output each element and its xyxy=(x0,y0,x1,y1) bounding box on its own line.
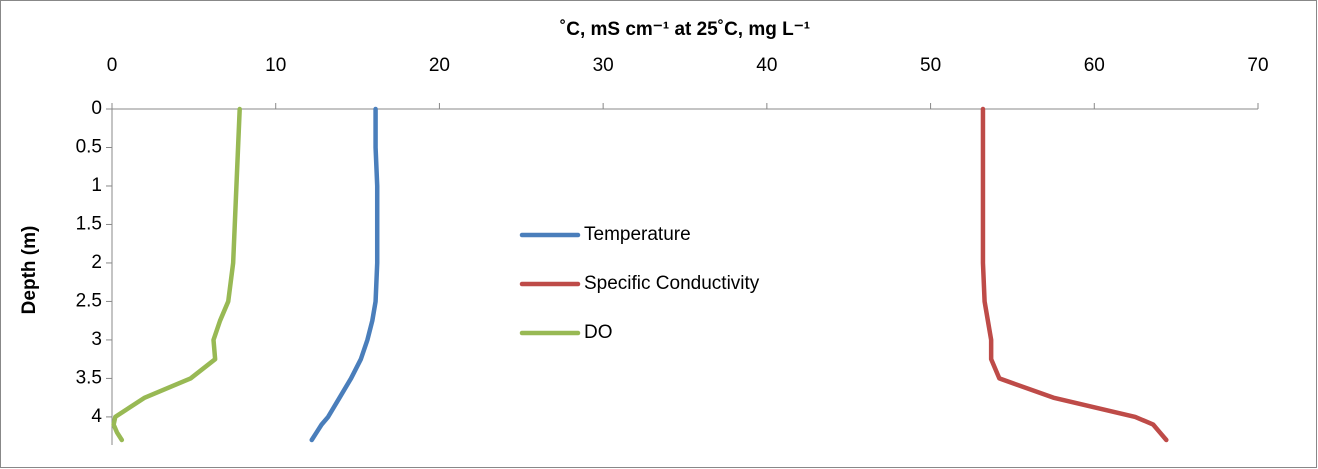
legend-label: Specific Conductivity xyxy=(584,273,760,294)
y-tick-label: 2.5 xyxy=(76,290,102,311)
x-tick-label: 20 xyxy=(429,55,450,76)
legend-label: DO xyxy=(584,322,613,343)
x-tick-label: 40 xyxy=(756,55,777,76)
series-line xyxy=(309,106,380,443)
y-tick-label: 0 xyxy=(91,98,102,119)
legend-label: Temperature xyxy=(584,224,691,245)
y-axis-title: Depth (m) xyxy=(19,226,40,315)
x-tick-label: 10 xyxy=(265,55,286,76)
x-tick-label: 60 xyxy=(1084,55,1105,76)
x-tick-label: 50 xyxy=(920,55,941,76)
y-tick-label: 2 xyxy=(91,252,102,273)
y-tick-label: 3 xyxy=(91,329,102,350)
x-tick-label: 70 xyxy=(1247,55,1268,76)
x-tick-label: 30 xyxy=(593,55,614,76)
y-tick-label: 1.5 xyxy=(76,213,102,234)
series-line xyxy=(980,106,1169,443)
x-tick-label: 0 xyxy=(107,55,118,76)
series-line xyxy=(111,106,242,443)
y-tick-label: 4 xyxy=(91,406,102,427)
y-tick-label: 0.5 xyxy=(76,137,102,158)
x-axis-title: ˚C, mS cm⁻¹ at 25˚C, mg L⁻¹ xyxy=(560,19,810,40)
y-tick-label: 3.5 xyxy=(76,367,102,388)
y-tick-label: 1 xyxy=(91,175,102,196)
